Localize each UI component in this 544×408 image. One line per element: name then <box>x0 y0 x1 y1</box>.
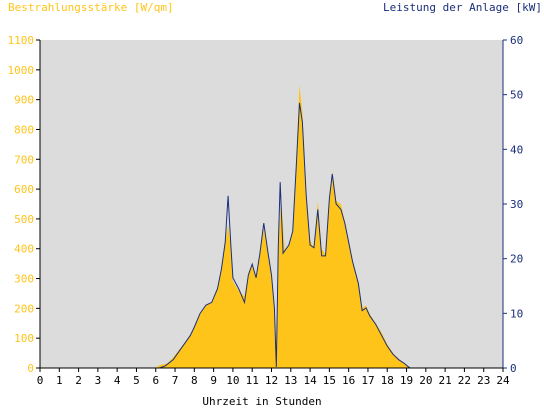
right-tick-label: 0 <box>510 362 517 375</box>
x-tick-label: 9 <box>210 374 217 387</box>
left-tick-label: 300 <box>14 273 34 286</box>
x-tick-label: 1 <box>56 374 63 387</box>
left-axis-title: Bestrahlungsstärke [W/qm] <box>8 1 174 14</box>
right-tick-label: 20 <box>510 253 523 266</box>
x-tick-label: 19 <box>400 374 413 387</box>
x-tick-label: 7 <box>172 374 179 387</box>
x-tick-label: 2 <box>75 374 82 387</box>
right-tick-label: 60 <box>510 34 523 47</box>
left-tick-label: 500 <box>14 213 34 226</box>
x-tick-label: 5 <box>133 374 140 387</box>
x-tick-label: 16 <box>342 374 355 387</box>
x-tick-label: 0 <box>37 374 44 387</box>
x-tick-label: 12 <box>265 374 278 387</box>
x-tick-label: 20 <box>419 374 432 387</box>
right-tick-label: 40 <box>510 143 523 156</box>
left-tick-label: 1100 <box>8 34 35 47</box>
x-tick-label: 14 <box>303 374 317 387</box>
x-tick-label: 8 <box>191 374 198 387</box>
right-tick-label: 10 <box>510 307 523 320</box>
x-tick-label: 21 <box>439 374 452 387</box>
x-tick-label: 15 <box>323 374 336 387</box>
x-tick-label: 18 <box>381 374 394 387</box>
x-tick-label: 13 <box>284 374 297 387</box>
x-tick-label: 17 <box>361 374 374 387</box>
left-tick-label: 400 <box>14 243 34 256</box>
x-tick-label: 23 <box>477 374 490 387</box>
x-tick-label: 4 <box>114 374 121 387</box>
x-tick-label: 6 <box>152 374 159 387</box>
x-tick-label: 24 <box>496 374 510 387</box>
right-tick-label: 30 <box>510 198 523 211</box>
x-tick-label: 11 <box>246 374 259 387</box>
left-tick-label: 600 <box>14 183 34 196</box>
left-tick-label: 1000 <box>8 64 35 77</box>
x-axis-title: Uhrzeit in Stunden <box>202 395 321 408</box>
left-tick-label: 900 <box>14 94 34 107</box>
irradiance-area-series <box>40 84 503 368</box>
right-tick-label: 50 <box>510 89 523 102</box>
left-tick-label: 700 <box>14 153 34 166</box>
x-tick-label: 22 <box>458 374 471 387</box>
right-axis-title: Leistung der Anlage [kW] <box>383 1 542 14</box>
left-tick-label: 200 <box>14 302 34 315</box>
left-tick-label: 800 <box>14 123 34 136</box>
x-tick-label: 10 <box>226 374 239 387</box>
left-tick-label: 100 <box>14 332 34 345</box>
power-line-series <box>40 102 503 369</box>
x-tick-label: 3 <box>95 374 102 387</box>
left-tick-label: 0 <box>27 362 34 375</box>
